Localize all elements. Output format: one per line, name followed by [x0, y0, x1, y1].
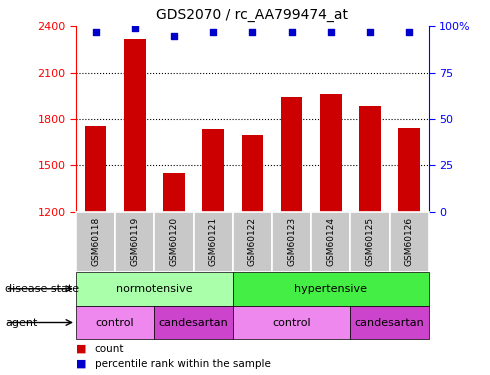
Bar: [154, 212, 194, 272]
Point: [248, 29, 256, 35]
Point: [327, 29, 335, 35]
Bar: [76, 212, 115, 272]
Text: ■: ■: [76, 359, 86, 369]
Bar: [359, 106, 381, 212]
Text: ■: ■: [76, 344, 86, 354]
Text: hypertensive: hypertensive: [294, 284, 367, 294]
Bar: [350, 306, 429, 339]
Bar: [242, 135, 263, 212]
Point: [366, 29, 374, 35]
Bar: [124, 39, 146, 212]
Point: [92, 29, 99, 35]
Text: GSM60118: GSM60118: [91, 217, 100, 266]
Bar: [76, 306, 154, 339]
Bar: [76, 272, 233, 306]
Bar: [85, 126, 106, 212]
Text: control: control: [272, 318, 311, 327]
Text: disease state: disease state: [5, 284, 79, 294]
Text: GSM60123: GSM60123: [287, 217, 296, 266]
Bar: [350, 212, 390, 272]
Text: normotensive: normotensive: [116, 284, 193, 294]
Point: [131, 25, 139, 31]
Text: GSM60119: GSM60119: [130, 217, 139, 266]
Bar: [281, 98, 302, 212]
Text: GSM60120: GSM60120: [170, 217, 178, 266]
Bar: [320, 94, 342, 212]
Title: GDS2070 / rc_AA799474_at: GDS2070 / rc_AA799474_at: [156, 9, 348, 22]
Text: GSM60125: GSM60125: [366, 217, 374, 266]
Bar: [115, 212, 154, 272]
Bar: [233, 212, 272, 272]
Text: control: control: [96, 318, 134, 327]
Bar: [390, 212, 429, 272]
Bar: [154, 306, 233, 339]
Text: GSM60121: GSM60121: [209, 217, 218, 266]
Point: [288, 29, 295, 35]
Bar: [163, 173, 185, 212]
Text: GSM60126: GSM60126: [405, 217, 414, 266]
Text: GSM60122: GSM60122: [248, 217, 257, 266]
Point: [209, 29, 217, 35]
Bar: [194, 212, 233, 272]
Bar: [233, 272, 429, 306]
Text: percentile rank within the sample: percentile rank within the sample: [95, 359, 270, 369]
Text: candesartan: candesartan: [159, 318, 228, 327]
Bar: [311, 212, 350, 272]
Bar: [202, 129, 224, 212]
Text: count: count: [95, 344, 124, 354]
Text: GSM60124: GSM60124: [326, 217, 335, 266]
Text: agent: agent: [5, 318, 37, 327]
Bar: [272, 212, 311, 272]
Bar: [233, 306, 350, 339]
Point: [405, 29, 413, 35]
Text: candesartan: candesartan: [355, 318, 424, 327]
Point: [170, 33, 178, 39]
Bar: [398, 128, 420, 212]
